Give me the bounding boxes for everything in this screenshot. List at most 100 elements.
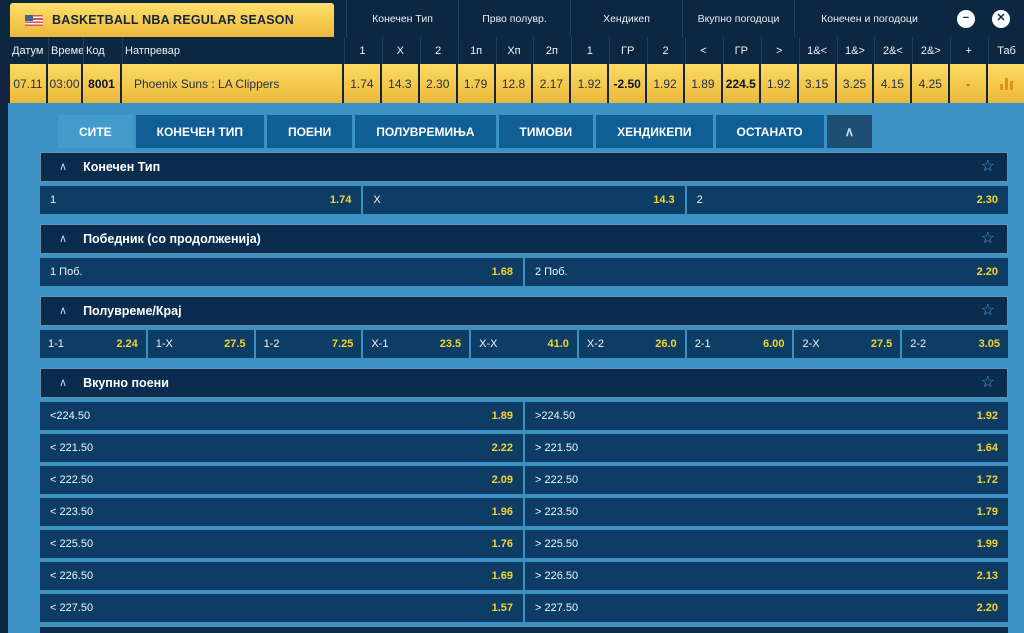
section-total-points: ∧ Вкупно поени ☆ <224.50 1.89 >224.50 1.… [40,368,1008,622]
odds-2-under[interactable]: 4.15 [874,64,911,103]
chevron-up-icon[interactable]: ∧ [59,376,68,389]
odds-row: < 223.50 1.96 > 223.50 1.79 [40,498,1008,526]
tab-handicaps[interactable]: ХЕНДИКЕПИ [596,115,713,148]
section-header[interactable]: ∧ Вкупно поени ☆ [40,368,1008,398]
favorite-star-icon[interactable]: ☆ [980,374,995,391]
section-header[interactable]: ∧ Победник (со продолженија) ☆ [40,224,1008,254]
bet-cell-under[interactable]: < 222.50 2.09 [40,466,523,494]
bet-cell-under[interactable]: < 221.50 2.22 [40,434,523,462]
bet-cell-x-x[interactable]: X-X 41.0 [471,330,577,358]
tab-other[interactable]: ОСТАНАТО [715,115,824,148]
bet-cell-2-2[interactable]: 2-2 3.05 [902,330,1009,358]
bet-odd: 2.22 [491,442,513,454]
tab-teams[interactable]: ТИМОВИ [498,115,594,148]
bet-odd: 1.92 [976,410,998,422]
section-header[interactable]: ∧ Полувреме/Крај ☆ [40,296,1008,326]
odds-row: < 221.50 2.22 > 221.50 1.64 [40,434,1008,462]
bet-label: < 223.50 [50,506,94,518]
odds-x[interactable]: 14.3 [381,64,418,103]
odds-2[interactable]: 2.30 [419,64,456,103]
bet-cell-over[interactable]: > 222.50 1.72 [525,466,1008,494]
bet-odd: 1.69 [491,570,513,582]
odds-row: < 227.50 1.57 > 227.50 2.20 [40,594,1008,622]
bet-cell-over[interactable]: > 221.50 1.64 [525,434,1008,462]
bet-cell-1-2[interactable]: 1-2 7.25 [255,330,362,358]
match-row[interactable]: 07.11 03:00 8001 Phoenix Suns : LA Clipp… [0,64,1024,103]
odds-over[interactable]: 1.92 [760,64,797,103]
bet-cell-home-win[interactable]: 1 Поб. 1.68 [40,258,523,286]
odds-hcp-2[interactable]: 1.92 [647,64,683,103]
bet-odd: 1.64 [976,442,998,454]
odds-2h[interactable]: 2.17 [533,64,570,103]
bet-cell-x-2[interactable]: X-2 26.0 [578,330,685,358]
bet-cell-under[interactable]: <224.50 1.89 [40,402,523,430]
bet-label: > 223.50 [535,506,579,518]
bet-label: 2-X [802,338,820,350]
col-code: Код [83,37,120,64]
chevron-up-icon[interactable]: ∧ [59,304,68,317]
favorite-star-icon[interactable]: ☆ [980,230,995,247]
section-header[interactable]: ∧ Конечен Тип ☆ [40,152,1008,182]
bet-label: > 227.50 [535,602,579,614]
favorite-star-icon[interactable]: ☆ [980,302,995,319]
bet-cell-x[interactable]: X 14.3 [363,186,685,214]
bet-label: 2 Поб. [535,266,568,278]
odds-xh[interactable]: 12.8 [495,64,532,103]
bet-cell-2[interactable]: 2 2.30 [686,186,1008,214]
odds-1-over[interactable]: 3.25 [836,64,873,103]
odds-2-over[interactable]: 4.25 [912,64,949,103]
bet-cell-1-1[interactable]: 1-1 2.24 [40,330,146,358]
bet-cell-over[interactable]: > 227.50 2.20 [525,594,1008,622]
bet-odd: 23.5 [439,338,462,350]
bet-cell-1[interactable]: 1 1.74 [40,186,362,214]
bet-odd: 6.00 [763,338,785,350]
col-total-line: ГР [722,37,759,64]
section-winner-ot: ∧ Победник (со продолженија) ☆ 1 Поб. 1.… [40,224,1008,286]
bet-cell-under[interactable]: < 223.50 1.96 [40,498,523,526]
odds-1-under[interactable]: 3.15 [798,64,835,103]
tab-final-type[interactable]: КОНЕЧЕН ТИП [135,115,264,148]
bet-cell-over[interactable]: >224.50 1.92 [525,402,1008,430]
bet-cell-under[interactable]: < 225.50 1.76 [40,530,523,558]
bet-cell-over[interactable]: > 223.50 1.79 [525,498,1008,526]
bet-odd: 3.05 [978,338,1001,350]
bet-cell-x-1[interactable]: X-1 23.5 [363,330,470,358]
chevron-up-icon[interactable]: ∧ [59,160,68,173]
col-odds-1h: 1п [457,37,494,64]
bet-cell-over[interactable]: > 225.50 1.99 [525,530,1008,558]
chevron-up-icon[interactable]: ∧ [59,232,68,245]
bet-label: > 222.50 [535,474,579,486]
odds-under[interactable]: 1.89 [685,64,721,103]
bet-cell-under[interactable]: < 227.50 1.57 [40,594,523,622]
bet-label: < 221.50 [50,442,94,454]
bet-odd: 1.79 [976,506,998,518]
bet-cell-over[interactable]: > 226.50 2.13 [525,562,1008,590]
market-tabs: СИТЕ КОНЕЧЕН ТИП ПОЕНИ ПОЛУВРЕМИЊА ТИМОВ… [58,115,873,148]
odds-1h[interactable]: 1.79 [457,64,494,103]
bet-cell-away-win[interactable]: 2 Поб. 2.20 [525,258,1008,286]
tab-halves[interactable]: ПОЛУВРЕМИЊА [355,115,496,148]
bet-odd: 1.74 [329,194,352,206]
minimize-icon[interactable]: − [957,9,975,28]
bet-label: 1-X [155,338,173,350]
bet-cell-under[interactable]: < 226.50 1.69 [40,562,523,590]
stats-cell[interactable] [988,64,1024,103]
bet-cell-2-1[interactable]: 2-1 6.00 [686,330,793,358]
tab-all[interactable]: СИТЕ [58,115,133,148]
close-icon[interactable]: ✕ [992,9,1010,28]
odds-plus[interactable]: - [950,64,987,103]
odds-total-line: 224.5 [722,64,759,103]
bet-label: 1 [50,194,57,206]
tab-points[interactable]: ПОЕНИ [266,115,353,148]
bet-label: X-1 [371,338,389,350]
odds-1[interactable]: 1.74 [344,64,380,103]
league-title-button[interactable]: BASKETBALL NBA REGULAR SEASON [10,3,334,37]
favorite-star-icon[interactable]: ☆ [980,158,995,175]
odds-hcp-line: -2.50 [609,64,646,103]
bet-cell-2-x[interactable]: 2-X 27.5 [794,330,901,358]
bet-label: >224.50 [535,410,576,422]
match-teams[interactable]: Phoenix Suns : LA Clippers [122,64,342,103]
odds-hcp-1[interactable]: 1.92 [571,64,608,103]
collapse-tabs-button[interactable]: ∧ [826,115,873,148]
bet-cell-1-x[interactable]: 1-X 27.5 [147,330,254,358]
